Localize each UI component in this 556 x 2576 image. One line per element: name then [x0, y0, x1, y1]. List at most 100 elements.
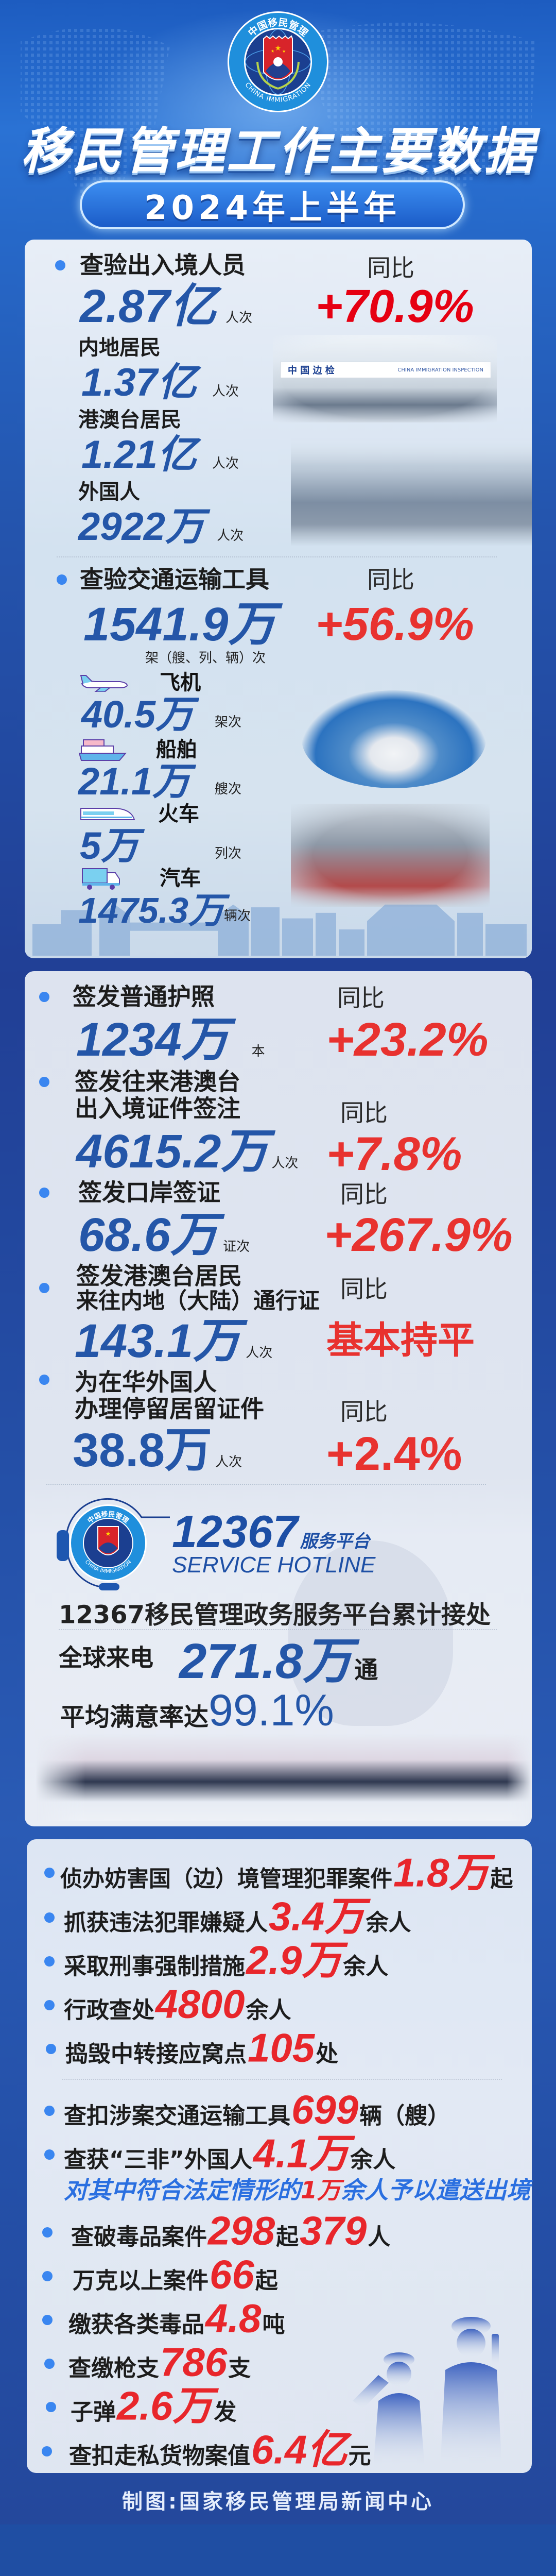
mainland-total: 1.37亿 人次 — [81, 363, 239, 402]
bullet-icon — [42, 2227, 53, 2238]
hkmotw-endorsement-label-line1: 签发往来港澳台 — [75, 1067, 240, 1096]
item-value: 4800 — [155, 1981, 245, 2027]
airplane-label: 飞机 — [160, 671, 201, 694]
hotline-english: SERVICE HOTLINE — [172, 1552, 376, 1578]
bullet-icon — [42, 2271, 53, 2281]
note-value: 1万 — [301, 2176, 341, 2204]
bullet-icon — [39, 1283, 49, 1293]
svg-text:★: ★ — [106, 1530, 111, 1537]
persons-total: 2.87亿 人次 — [80, 283, 252, 330]
item-value: 2.6万 — [117, 2383, 213, 2429]
hkmotw-endorsement-label-line2: 出入境证件签注 — [75, 1094, 240, 1123]
airport-sign-cn: 中 国 边 检 — [288, 365, 335, 376]
enforcement-item: 缴获各类毒品 4.8 吨 — [68, 2298, 285, 2339]
satisfaction-rate: 平均满意率达 99.1% — [60, 1688, 334, 1733]
footer-credit: 制图:国家移民管理局新闻中心 — [122, 2490, 434, 2514]
enforcement-item: 查破毒品案件 298 起 379 人 — [71, 2211, 390, 2251]
global-calls-total: 271.8万 通 — [179, 1637, 378, 1686]
item-unit: 辆（艘） — [359, 2103, 450, 2129]
bullet-icon — [55, 260, 65, 270]
ship-icon — [78, 739, 127, 761]
item-label: 子弹 — [71, 2399, 116, 2426]
city-skyline — [32, 904, 527, 956]
enforcement-item: 捣毁中转接应窝点 105 处 — [65, 2028, 338, 2069]
hotline-headset-logo: ★ 中国移民管理 CHINA IMMIGRATION — [57, 1498, 170, 1590]
passport-label: 签发普通护照 — [73, 982, 215, 1011]
truck-label: 汽车 — [160, 867, 201, 890]
world-dot-map — [21, 23, 535, 227]
bullet-icon — [42, 2315, 53, 2325]
item-value: 699 — [291, 2087, 359, 2132]
item-label: 捣毁中转接应窝点 — [65, 2041, 247, 2067]
airplane-icon — [80, 675, 128, 692]
bullet-icon — [39, 1188, 49, 1198]
section-divider — [46, 1484, 486, 1485]
bullet-icon — [57, 574, 67, 585]
hkmotw-value: 1.21亿 — [81, 433, 197, 477]
truck-icon — [82, 868, 120, 890]
vehicles-unit: 架（艘、列、辆）次 — [145, 650, 266, 666]
foreigner-permit-value: 38.8万 — [73, 1424, 213, 1477]
bullet-icon — [44, 2149, 55, 2160]
ship-value: 21.1万 — [78, 760, 191, 803]
item-value: 66 — [210, 2251, 254, 2297]
enforcement-item: 侦办妨害国（边）境管理犯罪案件 1.8万 起 — [60, 1853, 513, 1893]
airport-hall-photo: 中 国 边 检 CHINA IMMIGRATION INSPECTION — [273, 335, 497, 422]
port-visa-yoy: +267.9% — [324, 1209, 513, 1261]
bullet-icon — [39, 992, 49, 1002]
enforcement-item: 行政查处 4800 余人 — [64, 1984, 291, 2025]
persons-yoy-label: 同比 — [367, 254, 414, 282]
foreigner-permit-label-line1: 为在华外国人 — [75, 1368, 217, 1396]
vehicles-label: 查验交通运输工具 — [80, 565, 269, 594]
item-unit: 处 — [316, 2041, 339, 2067]
period-badge: 2024年上半年 — [80, 180, 465, 229]
truck-value: 1475.3万 — [78, 890, 225, 930]
svg-text:★: ★ — [275, 44, 282, 53]
hkmotw-endorsement-yoy: +7.8% — [326, 1128, 462, 1180]
item-value-secondary: 379 — [300, 2208, 367, 2253]
item-label: 缴获各类毒品 — [68, 2311, 204, 2338]
item-unit: 余人 — [343, 1953, 389, 1980]
foreigner-permit-unit: 人次 — [215, 1454, 242, 1470]
item-unit: 余人 — [350, 2146, 396, 2173]
enforcement-item: 万克以上案件 66 起 — [73, 2255, 278, 2295]
bullet-icon — [44, 1912, 55, 1923]
item-value: 3.4万 — [269, 1893, 365, 1939]
item-label: 查扣涉案交通运输工具 — [64, 2103, 290, 2129]
item-label: 查破毒品案件 — [71, 2224, 207, 2250]
mainland-unit: 人次 — [212, 384, 239, 399]
bullet-icon — [44, 2000, 55, 2010]
port-visa-total: 68.6万 证次 — [78, 1211, 250, 1259]
item-label: 查缴枪支 — [68, 2355, 159, 2382]
port-visa-value: 68.6万 — [78, 1209, 218, 1261]
ship-label: 船舶 — [156, 738, 197, 761]
svg-text:★: ★ — [271, 49, 274, 54]
persons-label: 查验出入境人员 — [80, 251, 246, 279]
enforcement-item: 查扣走私货物案值 6.4亿 元 — [69, 2430, 371, 2470]
port-visa-yoy-label: 同比 — [340, 1180, 388, 1208]
hotline-suffix: 服务平台 — [300, 1531, 370, 1552]
item-label: 抓获违法犯罪嫌疑人 — [64, 1909, 268, 1936]
hkmotw-endorsement-unit: 人次 — [271, 1156, 299, 1171]
item-unit: 起 — [255, 2267, 278, 2294]
enforcement-item: 采取刑事强制措施 2.9万 余人 — [64, 1940, 388, 1981]
section-divider — [62, 2079, 502, 2080]
resident-permit-yoy: 基本持平 — [326, 1318, 475, 1362]
passport-yoy: +23.2% — [326, 1013, 489, 1066]
train-value: 5万 — [80, 824, 140, 867]
vehicles-value: 1541.9万 — [83, 598, 276, 651]
port-visa-label: 签发口岸签证 — [78, 1178, 220, 1207]
item-label: 行政查处 — [64, 1997, 154, 2024]
enforcement-card — [27, 1839, 532, 2473]
item-label: 侦办妨害国（边）境管理犯罪案件 — [60, 1866, 392, 1892]
train-unit: 列次 — [215, 846, 242, 861]
airplane-value: 40.5万 — [81, 693, 194, 736]
global-calls-label: 全球来电 — [59, 1643, 153, 1672]
persons-value: 2.87亿 — [80, 281, 217, 332]
item-unit: 发 — [214, 2399, 237, 2426]
resident-permit-value: 143.1万 — [75, 1315, 241, 1367]
satisfaction-value: 99.1% — [208, 1686, 334, 1735]
bullet-icon — [44, 1956, 55, 1967]
hkmotw-label: 港澳台居民 — [78, 408, 181, 432]
vehicles-yoy: +56.9% — [316, 599, 474, 650]
